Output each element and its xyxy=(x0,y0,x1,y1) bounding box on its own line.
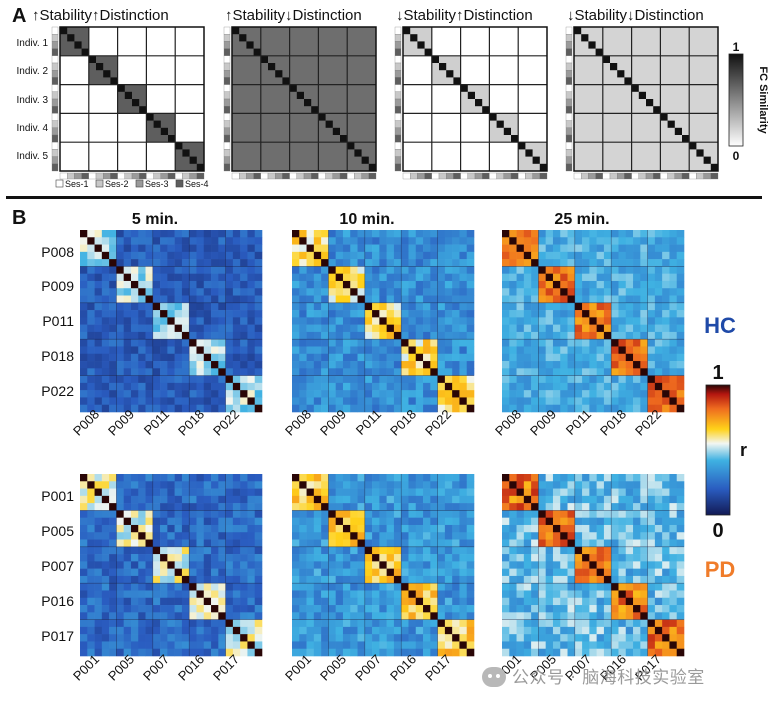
hc-row-label-3: P011 xyxy=(42,313,74,329)
watermark: 公众号 · 脑海科技实验室 xyxy=(482,663,705,688)
session-label-1: Ses-1 xyxy=(65,179,89,189)
hc-row-label-1: P008 xyxy=(41,244,74,260)
session-legend: Ses-1 Ses-2 Ses-3 Ses-4 xyxy=(55,179,209,189)
panel-b-label: B xyxy=(12,207,26,229)
indiv-label-1: Indiv. 1 xyxy=(17,38,49,49)
x-label: P001 xyxy=(282,652,314,684)
panel-a-matrix xyxy=(223,26,377,180)
pd-row-label-3: P007 xyxy=(41,558,74,574)
panel-a-title-3: ↓Stability↑Distinction xyxy=(396,7,533,24)
pd-row-label-1: P001 xyxy=(41,488,74,504)
group-label-pd: PD xyxy=(705,557,736,582)
indiv-label-5: Indiv. 5 xyxy=(17,151,49,162)
watermark-text: 公众号 · 脑海科技实验室 xyxy=(512,668,705,688)
hc-row-label-2: P009 xyxy=(41,278,74,294)
panel-b-matrices xyxy=(80,230,685,657)
fc-matrix xyxy=(292,474,475,657)
fc-matrix xyxy=(292,230,475,413)
panel-divider xyxy=(6,196,762,199)
r-colorbar: 1 0 r xyxy=(705,362,747,542)
panel-a-title-1: ↑Stability↑Distinction xyxy=(32,7,169,24)
fc-matrix xyxy=(502,474,685,657)
panel-a-title-4: ↓Stability↓Distinction xyxy=(567,7,704,24)
x-label: P007 xyxy=(140,652,172,684)
fc-colorbar-gradient xyxy=(728,53,744,147)
fc-matrix xyxy=(80,230,263,413)
pd-row-label-4: P016 xyxy=(41,593,74,609)
pd-row-label-5: P017 xyxy=(41,628,74,644)
fc-similarity-colorbar: 1 0 FC Similarity xyxy=(728,40,769,163)
r-colorbar-label: r xyxy=(740,440,747,460)
duration-title-25min: 25 min. xyxy=(554,211,609,228)
x-label: P005 xyxy=(317,652,349,684)
group-label-hc: HC xyxy=(704,313,736,338)
panel-a-row-labels: Indiv. 1 Indiv. 2 Indiv. 3 Indiv. 4 Indi… xyxy=(17,38,49,162)
duration-title-10min: 10 min. xyxy=(339,211,394,228)
session-swatch-1 xyxy=(55,179,64,188)
session-swatch-3 xyxy=(135,179,144,188)
panel-a-matrix xyxy=(394,26,548,180)
panel-b-row-labels: P008 P009 P011 P018 P022 P001 P005 P007 … xyxy=(41,244,74,644)
fc-colorbar-min: 0 xyxy=(733,149,740,163)
indiv-label-4: Indiv. 4 xyxy=(17,123,49,134)
session-label-2: Ses-2 xyxy=(105,179,129,189)
x-label: P005 xyxy=(105,652,137,684)
x-label: P017 xyxy=(422,652,454,684)
panel-a-matrices xyxy=(51,26,719,180)
session-label-3: Ses-3 xyxy=(145,179,169,189)
indiv-label-3: Indiv. 3 xyxy=(17,95,49,106)
fc-matrix xyxy=(502,230,685,413)
panel-a-matrix xyxy=(51,26,205,180)
fc-colorbar-label: FC Similarity xyxy=(757,66,769,134)
hc-row-label-5: P022 xyxy=(41,383,74,399)
x-label: P001 xyxy=(70,652,102,684)
panel-a-title-2: ↑Stability↓Distinction xyxy=(225,7,362,24)
x-label: P007 xyxy=(352,652,384,684)
x-label: P016 xyxy=(387,652,419,684)
pd-row-label-2: P005 xyxy=(41,523,74,539)
fc-matrix xyxy=(80,474,263,657)
r-colorbar-max: 1 xyxy=(712,362,723,384)
r-colorbar-gradient xyxy=(705,384,731,516)
panel-a-matrix xyxy=(565,26,719,180)
panel-a-label: A xyxy=(12,5,26,27)
wechat-icon xyxy=(482,667,506,687)
session-label-4: Ses-4 xyxy=(185,179,209,189)
panel-a-titles: ↑Stability↑Distinction ↑Stability↓Distin… xyxy=(32,7,704,24)
indiv-label-2: Indiv. 2 xyxy=(17,66,49,77)
x-label: P017 xyxy=(210,652,242,684)
session-swatch-2 xyxy=(95,179,104,188)
fc-colorbar-max: 1 xyxy=(733,40,740,54)
x-label: P016 xyxy=(175,652,207,684)
r-colorbar-min: 0 xyxy=(712,520,723,542)
hc-row-label-4: P018 xyxy=(41,348,74,364)
session-swatch-4 xyxy=(175,179,184,188)
duration-title-5min: 5 min. xyxy=(132,211,178,228)
